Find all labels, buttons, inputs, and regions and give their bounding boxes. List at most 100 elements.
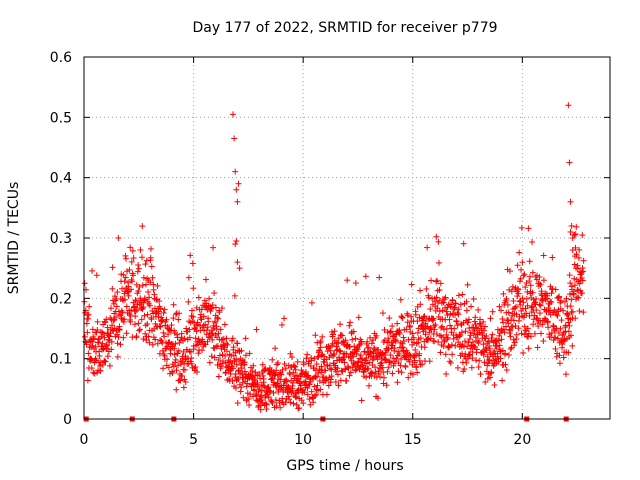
data-point xyxy=(389,370,396,377)
data-point xyxy=(454,309,461,316)
data-point xyxy=(140,335,147,342)
data-point xyxy=(190,285,197,292)
data-point xyxy=(265,394,272,401)
data-point xyxy=(380,380,387,387)
data-point xyxy=(145,333,152,340)
data-point xyxy=(192,363,199,370)
data-point xyxy=(156,323,163,330)
data-point xyxy=(293,401,300,408)
data-point xyxy=(448,301,455,308)
data-point xyxy=(219,351,226,358)
data-point xyxy=(528,333,535,340)
data-point xyxy=(186,326,193,333)
data-point xyxy=(144,275,151,282)
data-point xyxy=(254,379,261,386)
data-point xyxy=(446,316,453,323)
data-point xyxy=(473,346,480,353)
data-point xyxy=(141,312,148,319)
data-point xyxy=(259,361,266,368)
data-point xyxy=(142,330,149,337)
data-point xyxy=(343,377,350,384)
data-point xyxy=(108,338,115,345)
data-point xyxy=(430,315,437,322)
data-point xyxy=(522,284,529,291)
data-point xyxy=(475,306,482,313)
data-point xyxy=(530,321,537,328)
data-point xyxy=(549,285,556,292)
data-point xyxy=(486,343,493,350)
data-point xyxy=(135,265,142,272)
data-point xyxy=(508,288,515,295)
data-point xyxy=(184,346,191,353)
data-point xyxy=(331,328,338,335)
data-point xyxy=(189,260,196,267)
data-point xyxy=(313,361,320,368)
y-axis-label: SRMTID / TECUs xyxy=(6,182,22,295)
data-point xyxy=(432,321,439,328)
data-point xyxy=(372,364,379,371)
data-point xyxy=(149,341,156,348)
data-point xyxy=(300,400,307,407)
data-point xyxy=(365,344,372,351)
data-point xyxy=(496,303,503,310)
data-point xyxy=(484,353,491,360)
data-point xyxy=(115,234,122,241)
data-point xyxy=(109,285,116,292)
data-point xyxy=(398,356,405,363)
data-point xyxy=(559,341,566,348)
data-point xyxy=(507,327,514,334)
data-point xyxy=(312,374,319,381)
data-point xyxy=(537,281,544,288)
data-point xyxy=(136,327,143,334)
data-point xyxy=(440,299,447,306)
data-point xyxy=(480,351,487,358)
data-point xyxy=(579,277,586,284)
data-point xyxy=(85,311,92,318)
data-point xyxy=(287,350,294,357)
data-point xyxy=(503,295,510,302)
data-point xyxy=(525,333,532,340)
data-point xyxy=(540,337,547,344)
data-point xyxy=(132,307,139,314)
data-point xyxy=(381,326,388,333)
data-point xyxy=(144,311,151,318)
data-point xyxy=(486,374,493,381)
data-point xyxy=(194,369,201,376)
data-point xyxy=(344,277,351,284)
data-point xyxy=(361,366,368,373)
data-point xyxy=(311,392,318,399)
data-point xyxy=(382,349,389,356)
data-point xyxy=(127,286,134,293)
data-point xyxy=(177,377,184,384)
data-point xyxy=(89,267,96,274)
data-point xyxy=(195,350,202,357)
data-point xyxy=(269,399,276,406)
data-point xyxy=(398,369,405,376)
data-point xyxy=(232,168,239,175)
data-point xyxy=(414,303,421,310)
data-point xyxy=(536,280,543,287)
data-point xyxy=(477,322,484,329)
data-point xyxy=(408,281,415,288)
data-point xyxy=(352,280,359,287)
data-point xyxy=(337,377,344,384)
data-point xyxy=(534,315,541,322)
x-tick-label: 15 xyxy=(404,432,422,448)
data-point xyxy=(223,335,230,342)
data-point xyxy=(96,352,103,359)
data-point xyxy=(468,303,475,310)
data-point xyxy=(117,341,124,348)
data-point xyxy=(308,299,315,306)
data-point xyxy=(81,333,88,340)
data-point xyxy=(569,342,576,349)
data-point xyxy=(100,330,107,337)
data-point xyxy=(278,321,285,328)
data-point xyxy=(566,322,573,329)
data-point xyxy=(363,374,370,381)
data-point xyxy=(424,244,431,251)
data-point xyxy=(260,372,267,379)
data-point xyxy=(121,316,128,323)
data-point xyxy=(170,363,177,370)
data-point xyxy=(104,324,111,331)
data-point xyxy=(489,331,496,338)
